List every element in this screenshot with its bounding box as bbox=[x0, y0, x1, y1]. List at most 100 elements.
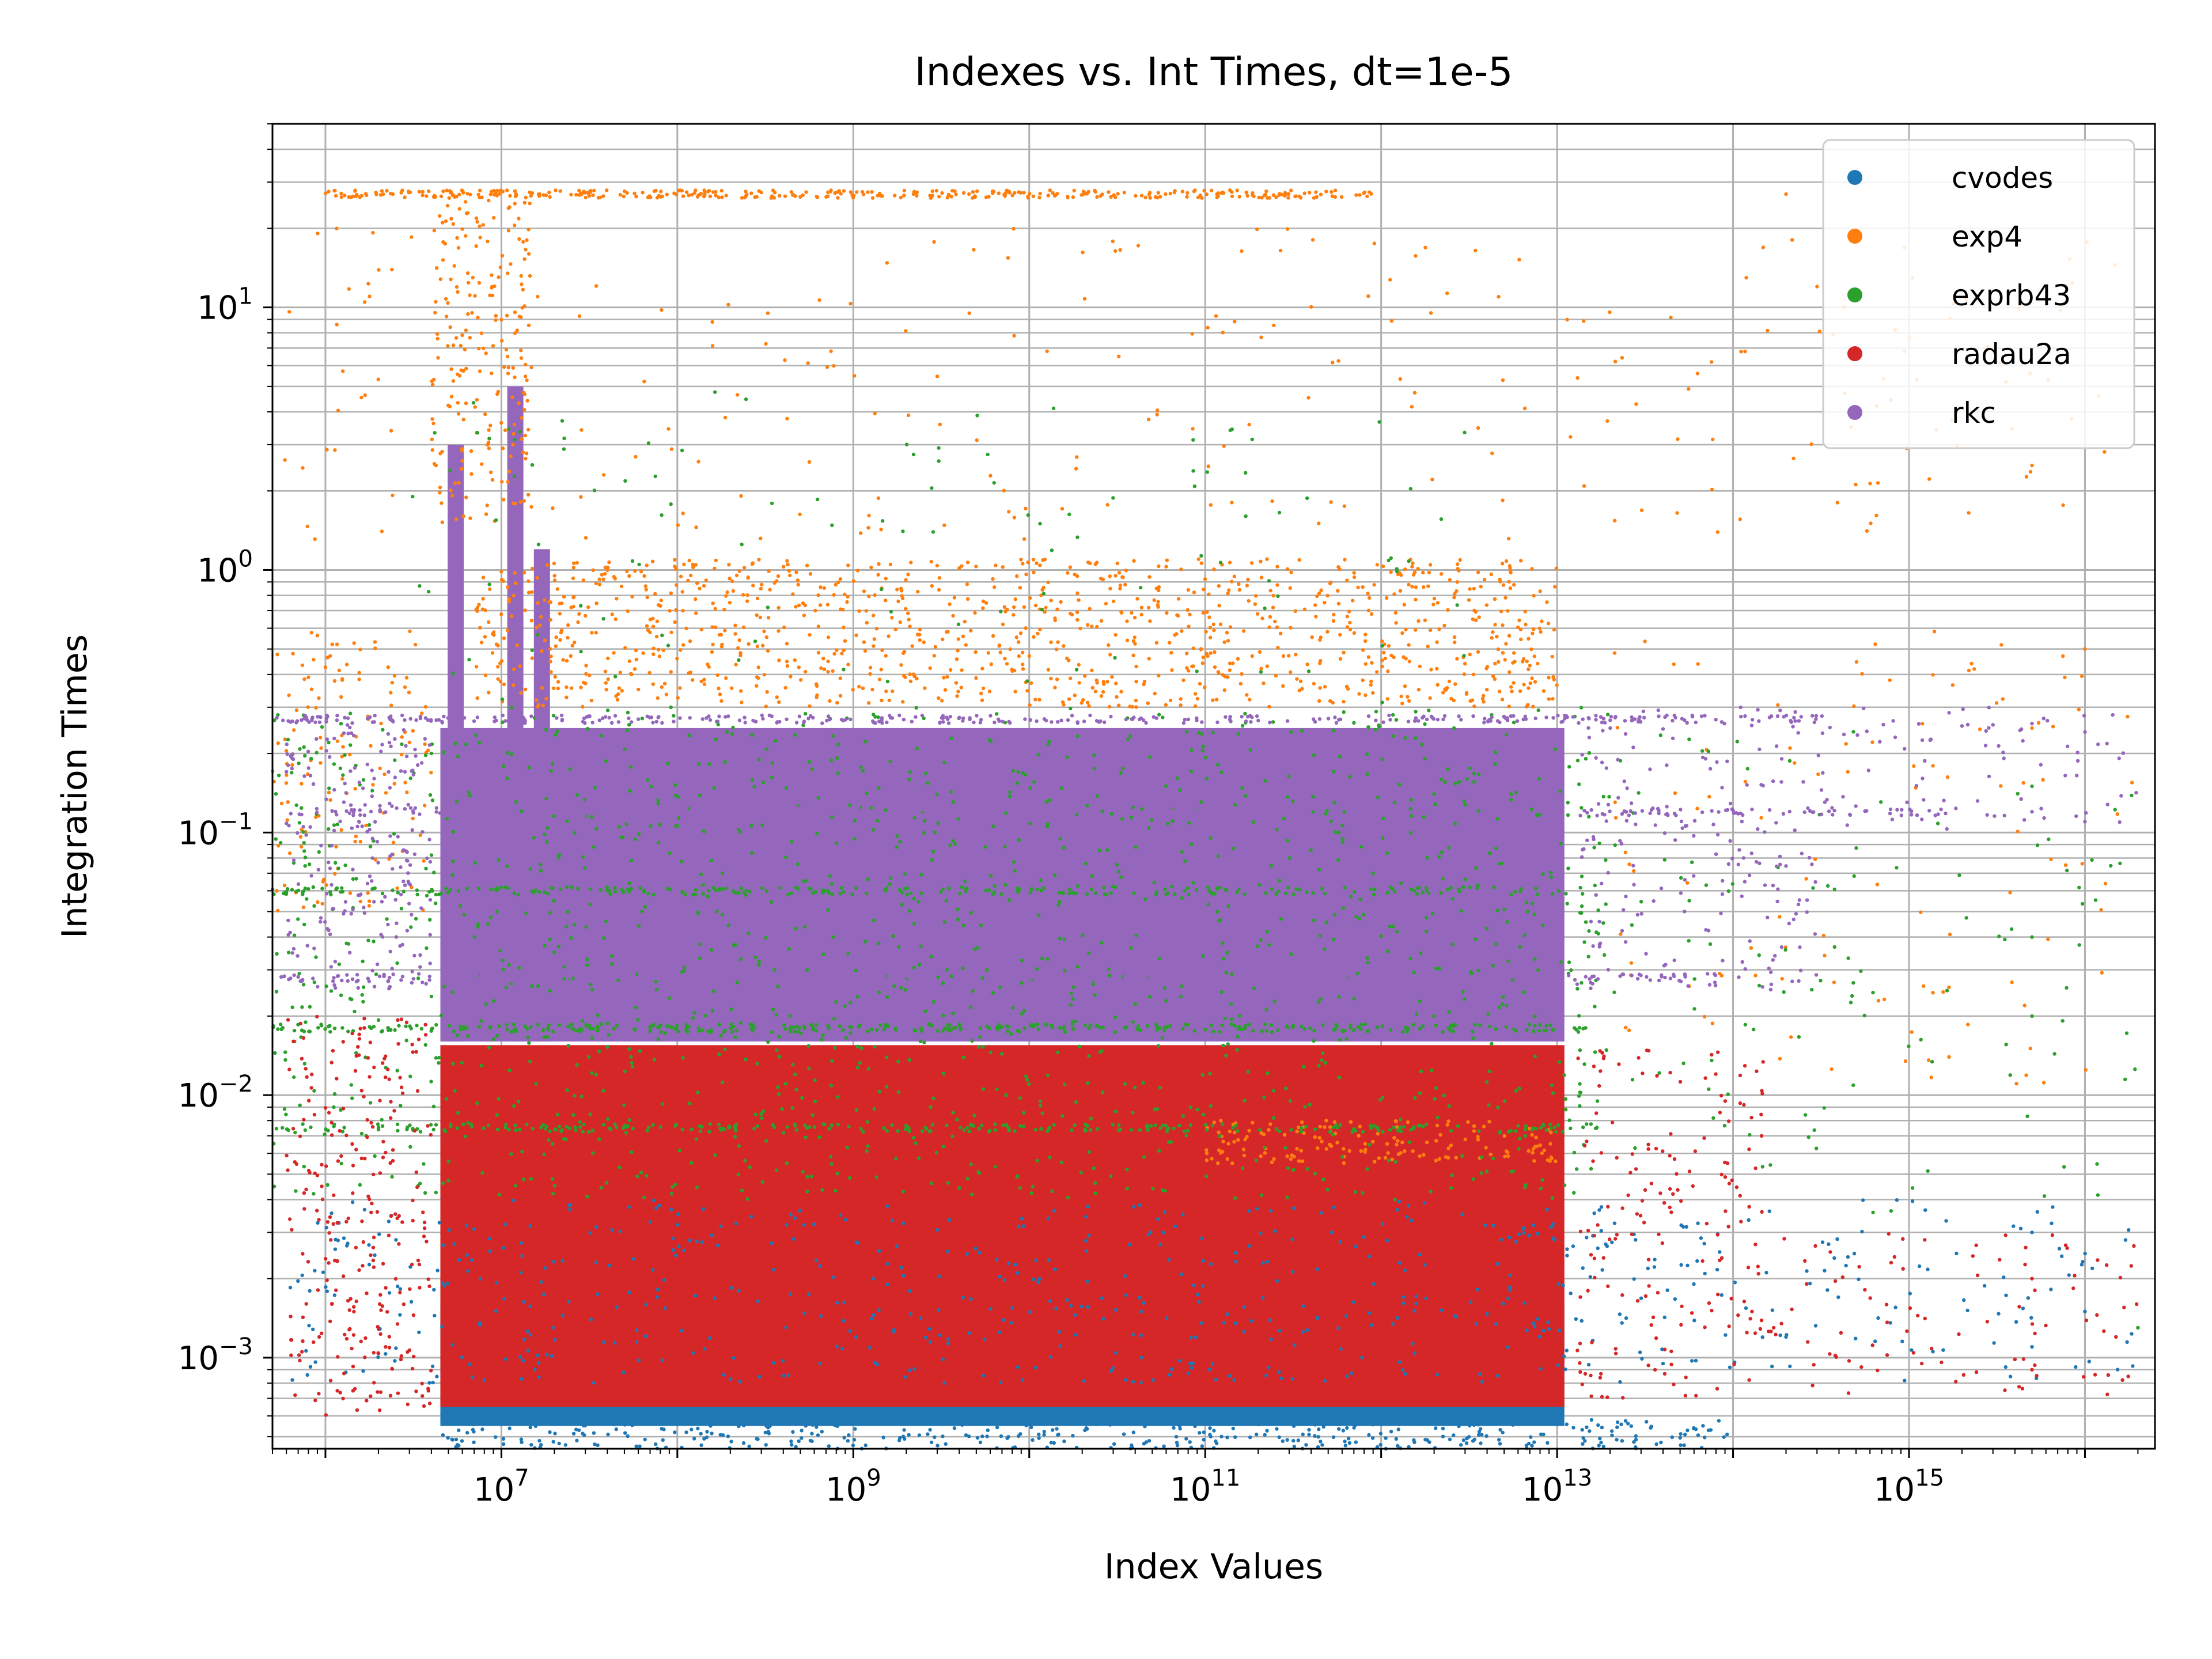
scatter-point-exp4 bbox=[519, 691, 523, 695]
scatter-point-exprb43 bbox=[744, 893, 748, 897]
scatter-point-exp4 bbox=[1883, 997, 1887, 1002]
scatter-point-exprb43 bbox=[941, 981, 945, 986]
scatter-point-exp4 bbox=[371, 230, 375, 235]
scatter-point-cvodes bbox=[1233, 1321, 1237, 1325]
scatter-point-exp4 bbox=[1555, 683, 1559, 687]
scatter-point-exp4 bbox=[479, 331, 484, 335]
scatter-point-exprb43 bbox=[1505, 1003, 1509, 1007]
scatter-point-cvodes bbox=[1832, 1256, 1836, 1260]
scatter-point-cvodes bbox=[1703, 1435, 1707, 1440]
scatter-point-exprb43 bbox=[1047, 739, 1051, 744]
scatter-point-exp4 bbox=[956, 637, 961, 641]
scatter-point-cvodes bbox=[1139, 1309, 1143, 1314]
scatter-point-exp4 bbox=[884, 689, 888, 694]
scatter-point-exprb43 bbox=[1361, 1191, 1365, 1195]
scatter-point-exp4 bbox=[536, 703, 541, 707]
scatter-point-exprb43 bbox=[898, 840, 902, 844]
scatter-point-exp4 bbox=[1530, 1132, 1534, 1137]
scatter-point-exprb43 bbox=[1580, 904, 1584, 908]
scatter-point-exprb43 bbox=[1320, 1058, 1324, 1062]
scatter-point-exprb43 bbox=[626, 710, 630, 715]
scatter-point-exp4 bbox=[545, 563, 550, 567]
scatter-point-cvodes bbox=[333, 1247, 338, 1251]
scatter-point-exp4 bbox=[1875, 882, 1880, 887]
scatter-point-exp4 bbox=[348, 752, 352, 757]
scatter-point-exp4 bbox=[1425, 1141, 1429, 1145]
scatter-point-exp4 bbox=[740, 196, 744, 200]
scatter-point-cvodes bbox=[944, 1442, 948, 1446]
scatter-point-exprb43 bbox=[282, 1107, 287, 1111]
scatter-point-exp4 bbox=[1200, 661, 1205, 665]
scatter-point-exp4 bbox=[584, 536, 588, 540]
scatter-point-exprb43 bbox=[923, 1009, 927, 1013]
scatter-point-exp4 bbox=[1351, 599, 1355, 603]
scatter-point-exprb43 bbox=[1423, 722, 1427, 726]
scatter-point-exp4 bbox=[1330, 194, 1334, 198]
scatter-point-exp4 bbox=[492, 633, 496, 637]
scatter-point-exprb43 bbox=[1032, 780, 1036, 784]
scatter-point-exp4 bbox=[1285, 567, 1290, 571]
scatter-point-exp4 bbox=[765, 690, 769, 694]
scatter-point-exprb43 bbox=[341, 773, 345, 777]
scatter-point-cvodes bbox=[1825, 1288, 1830, 1292]
scatter-point-exprb43 bbox=[937, 459, 941, 463]
scatter-point-exprb43 bbox=[1226, 1042, 1230, 1046]
scatter-point-cvodes bbox=[1064, 1420, 1068, 1425]
scatter-point-cvodes bbox=[979, 1421, 983, 1426]
scatter-point-exprb43 bbox=[370, 789, 374, 793]
scatter-point-exprb43 bbox=[1287, 774, 1291, 778]
scatter-point-exprb43 bbox=[1471, 1177, 1475, 1181]
scatter-point-exprb43 bbox=[888, 882, 892, 887]
scatter-point-cvodes bbox=[1290, 1377, 1294, 1381]
scatter-point-exprb43 bbox=[629, 1055, 633, 1059]
scatter-point-exp4 bbox=[1488, 1152, 1493, 1157]
scatter-point-exprb43 bbox=[343, 863, 347, 868]
scatter-point-cvodes bbox=[445, 1281, 450, 1286]
scatter-point-exp4 bbox=[694, 563, 698, 567]
scatter-point-exp4 bbox=[565, 658, 569, 663]
scatter-point-exprb43 bbox=[1859, 969, 1863, 974]
scatter-point-cvodes bbox=[1440, 1308, 1444, 1312]
scatter-point-exprb43 bbox=[1409, 798, 1413, 802]
scatter-point-exp4 bbox=[591, 193, 595, 198]
scatter-point-exp4 bbox=[1336, 601, 1341, 606]
scatter-point-exp4 bbox=[1529, 647, 1533, 652]
scatter-point-exp4 bbox=[1482, 577, 1487, 582]
scatter-point-exprb43 bbox=[1177, 1123, 1181, 1128]
scatter-point-cvodes bbox=[1589, 1418, 1594, 1422]
scatter-point-cvodes bbox=[1380, 1222, 1385, 1226]
scatter-point-exp4 bbox=[684, 190, 689, 194]
scatter-point-exp4 bbox=[1026, 560, 1030, 565]
scatter-point-exp4 bbox=[787, 569, 791, 573]
scatter-point-exp4 bbox=[627, 574, 631, 578]
scatter-point-exprb43 bbox=[1587, 751, 1592, 755]
scatter-point-exp4 bbox=[1404, 627, 1408, 632]
scatter-point-exp4 bbox=[1267, 625, 1271, 630]
scatter-point-exprb43 bbox=[872, 713, 876, 717]
scatter-point-exp4 bbox=[321, 880, 325, 884]
scatter-point-exp4 bbox=[487, 446, 491, 450]
scatter-point-exprb43 bbox=[320, 887, 324, 891]
scatter-point-exprb43 bbox=[1230, 1017, 1234, 1021]
scatter-point-exp4 bbox=[335, 739, 340, 743]
scatter-point-cvodes bbox=[1496, 1374, 1500, 1378]
scatter-point-exp4 bbox=[513, 194, 518, 198]
scatter-point-cvodes bbox=[483, 1420, 487, 1425]
scatter-point-exp4 bbox=[1209, 503, 1213, 507]
scatter-point-exp4 bbox=[1369, 679, 1373, 684]
scatter-point-exprb43 bbox=[624, 822, 628, 827]
scatter-point-exp4 bbox=[571, 604, 575, 609]
scatter-point-exp4 bbox=[937, 696, 941, 700]
scatter-point-exprb43 bbox=[981, 1045, 985, 1049]
scatter-point-exp4 bbox=[556, 680, 560, 684]
scatter-point-exp4 bbox=[834, 582, 838, 587]
scatter-point-exprb43 bbox=[312, 1192, 316, 1196]
scatter-point-exprb43 bbox=[1058, 900, 1062, 904]
scatter-point-exprb43 bbox=[592, 488, 597, 493]
scatter-point-exp4 bbox=[1317, 521, 1321, 525]
scatter-point-cvodes bbox=[1497, 1438, 1501, 1442]
scatter-point-exp4 bbox=[829, 349, 833, 353]
scatter-point-exprb43 bbox=[1572, 1150, 1577, 1155]
scatter-point-exp4 bbox=[275, 889, 279, 893]
scatter-point-exp4 bbox=[1319, 635, 1323, 639]
